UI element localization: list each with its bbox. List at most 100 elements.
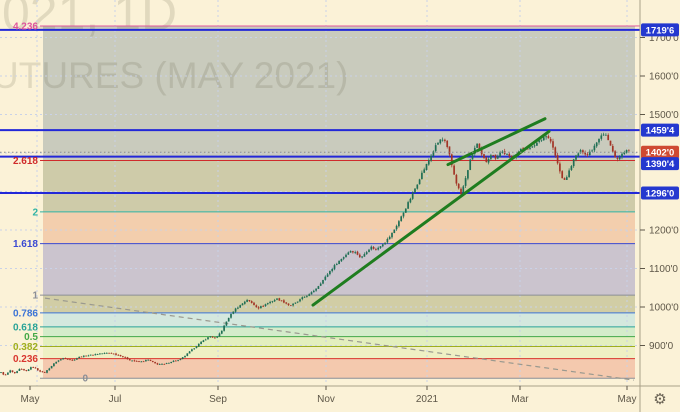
candle-body — [324, 276, 327, 280]
candle-body — [621, 153, 623, 157]
candle-body — [25, 370, 28, 371]
candle-body — [545, 136, 547, 138]
candle-body — [554, 147, 557, 156]
candle-body — [250, 301, 253, 303]
candle-body — [598, 138, 600, 143]
candle-body — [241, 303, 244, 306]
price-badge-label: 1459'4 — [646, 126, 675, 137]
candle-body — [46, 370, 48, 373]
candle-body — [559, 163, 561, 172]
candle-body — [437, 142, 439, 145]
candle-body — [609, 140, 612, 146]
candle-body — [94, 354, 97, 356]
candle-body — [533, 145, 536, 147]
candle-body — [411, 192, 414, 199]
candle-body — [7, 372, 9, 375]
candle-body — [607, 134, 610, 141]
trend-channel-line[interactable] — [311, 129, 551, 307]
candle-body — [556, 155, 559, 164]
candle-body — [168, 362, 170, 364]
candle-body — [605, 134, 607, 136]
axis-settings-gear-icon[interactable]: ⚙ — [653, 391, 667, 408]
candle-body — [255, 305, 258, 308]
candle-body — [529, 147, 531, 149]
price-tick-label: 1600'0 — [649, 72, 679, 83]
candle-body — [69, 359, 71, 361]
candle-body — [34, 367, 37, 369]
candle-body — [575, 155, 577, 160]
candle-body — [501, 151, 504, 153]
candle-body — [365, 252, 368, 255]
candle-body — [122, 356, 124, 358]
candle-body — [99, 353, 101, 355]
candle-body — [48, 368, 51, 371]
candle-body — [186, 353, 189, 356]
candle-body — [439, 139, 442, 144]
fib-retracement-drawing[interactable] — [40, 25, 640, 379]
candle-body — [36, 368, 39, 371]
horizontal-line-drawings[interactable] — [0, 28, 640, 195]
price-axis-area[interactable] — [640, 0, 680, 412]
candle-body — [478, 143, 481, 149]
time-tick-label: May — [21, 394, 40, 405]
candle-body — [294, 302, 297, 304]
candle-body — [462, 186, 465, 195]
price-tick-label: 1200'0 — [649, 226, 679, 237]
time-tick-label: May — [618, 394, 637, 405]
fib-zone — [43, 346, 635, 359]
candle-body — [467, 170, 469, 179]
candle-body — [105, 352, 108, 354]
candle-body — [409, 198, 412, 203]
candle-body — [526, 148, 529, 150]
candle-body — [487, 158, 490, 163]
candle-body — [404, 208, 407, 213]
candle-body — [232, 311, 235, 314]
candle-body — [460, 188, 462, 195]
candle-body — [625, 150, 628, 153]
candle-body — [239, 305, 242, 308]
dashed-trendline[interactable] — [44, 297, 635, 381]
candle-body — [483, 154, 485, 158]
candle-body — [138, 361, 140, 362]
price-badge-label: 1402'0 — [646, 148, 675, 159]
candle-body — [494, 154, 497, 159]
candle-body — [432, 151, 435, 156]
candle-body — [202, 340, 205, 343]
candle-body — [388, 236, 391, 240]
fib-zone — [43, 358, 635, 379]
trend-channel-line[interactable] — [446, 117, 547, 167]
candle-body — [547, 136, 550, 139]
fib-label-0.382: 0.382 — [13, 342, 38, 353]
candle-body — [499, 152, 501, 157]
candle-body — [377, 247, 380, 250]
candle-body — [453, 165, 455, 175]
candle-body — [444, 139, 446, 141]
candle-body — [66, 358, 69, 360]
candle-body — [195, 346, 198, 349]
candle-body — [289, 305, 292, 307]
candle-body — [59, 359, 62, 361]
price-badge-label: 1390'4 — [646, 159, 675, 170]
candle-body — [372, 246, 375, 249]
candle-body — [363, 254, 366, 257]
candle-body — [140, 361, 143, 363]
candle-body — [4, 374, 7, 376]
candle-body — [57, 360, 60, 362]
trend-channel-drawing[interactable] — [311, 117, 551, 307]
candle-body — [283, 300, 285, 303]
time-axis-area[interactable] — [0, 386, 680, 412]
candle-body — [563, 178, 566, 180]
candle-body — [115, 353, 117, 355]
candle-body — [407, 202, 409, 209]
candle-body — [595, 142, 598, 147]
candle-body — [614, 151, 616, 158]
candle-body — [370, 246, 373, 250]
candle-body — [220, 330, 223, 334]
candle-body — [342, 257, 345, 259]
candle-body — [476, 143, 478, 148]
candle-body — [338, 260, 340, 265]
candle-body — [108, 352, 110, 354]
candle-body — [246, 300, 248, 302]
